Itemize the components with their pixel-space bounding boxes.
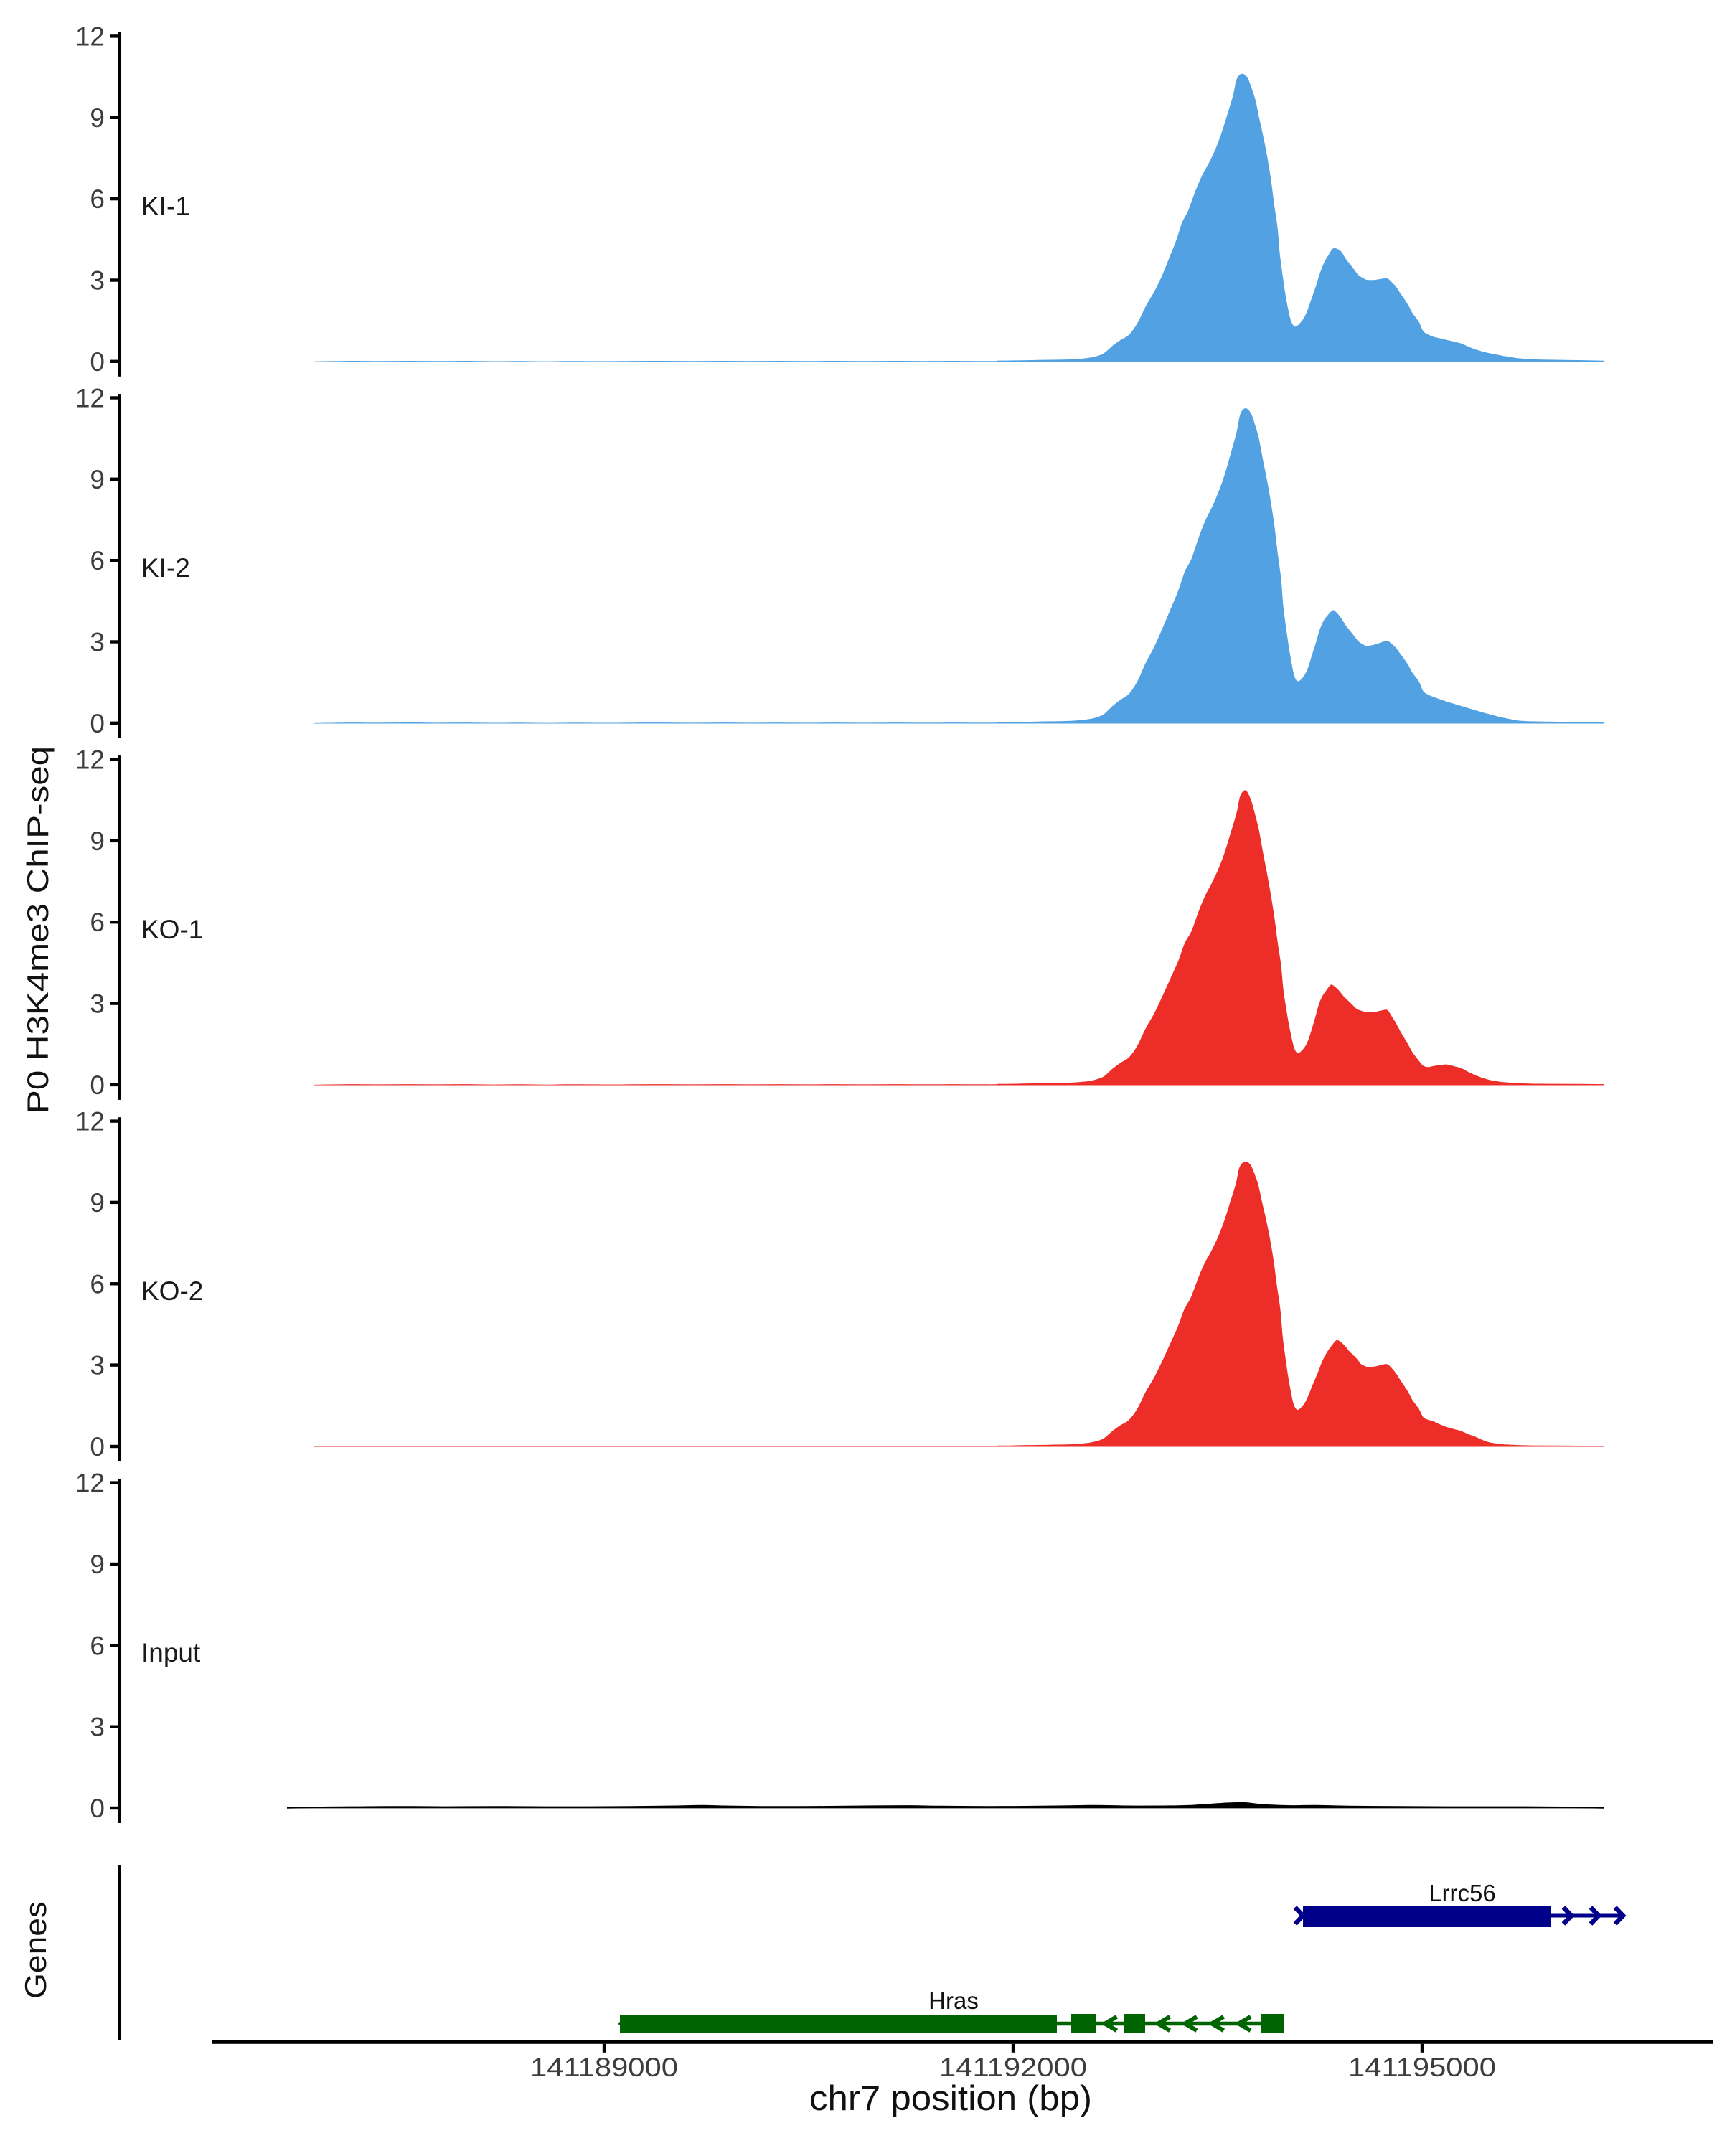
svg-text:6: 6 bbox=[90, 1631, 105, 1660]
svg-text:0: 0 bbox=[90, 1432, 105, 1461]
svg-text:0: 0 bbox=[90, 1794, 105, 1823]
svg-text:12: 12 bbox=[75, 1469, 105, 1498]
svg-text:0: 0 bbox=[90, 709, 105, 738]
svg-text:9: 9 bbox=[90, 103, 105, 133]
svg-text:KO-1: KO-1 bbox=[141, 915, 203, 944]
svg-text:Input: Input bbox=[141, 1638, 201, 1667]
svg-text:9: 9 bbox=[90, 1188, 105, 1218]
svg-text:141195000: 141195000 bbox=[1348, 2053, 1496, 2082]
svg-text:3: 3 bbox=[90, 1351, 105, 1380]
svg-text:0: 0 bbox=[90, 1070, 105, 1100]
svg-text:KO-2: KO-2 bbox=[141, 1276, 203, 1306]
svg-text:3: 3 bbox=[90, 989, 105, 1019]
svg-text:3: 3 bbox=[90, 1713, 105, 1742]
svg-text:6: 6 bbox=[90, 184, 105, 214]
svg-text:12: 12 bbox=[75, 384, 105, 413]
svg-text:3: 3 bbox=[90, 628, 105, 657]
svg-text:9: 9 bbox=[90, 465, 105, 494]
svg-text:12: 12 bbox=[75, 1107, 105, 1136]
svg-text:Hras: Hras bbox=[928, 1987, 979, 2014]
svg-text:141189000: 141189000 bbox=[530, 2053, 678, 2082]
svg-text:KI-1: KI-1 bbox=[141, 192, 190, 221]
svg-text:0: 0 bbox=[90, 347, 105, 377]
svg-text:3: 3 bbox=[90, 266, 105, 296]
svg-text:Lrrc56: Lrrc56 bbox=[1429, 1880, 1496, 1906]
svg-text:6: 6 bbox=[90, 908, 105, 937]
svg-text:KI-2: KI-2 bbox=[141, 553, 190, 583]
svg-text:9: 9 bbox=[90, 827, 105, 856]
svg-text:6: 6 bbox=[90, 1269, 105, 1299]
svg-text:12: 12 bbox=[75, 745, 105, 775]
svg-text:9: 9 bbox=[90, 1550, 105, 1579]
svg-text:6: 6 bbox=[90, 546, 105, 575]
svg-text:Genes: Genes bbox=[19, 1901, 52, 1999]
svg-text:12: 12 bbox=[75, 22, 105, 51]
svg-text:chr7 position (bp): chr7 position (bp) bbox=[809, 2079, 1092, 2118]
svg-text:141192000: 141192000 bbox=[939, 2053, 1087, 2082]
svg-text:P0 H3K4me3 ChIP-seq: P0 H3K4me3 ChIP-seq bbox=[21, 746, 55, 1114]
